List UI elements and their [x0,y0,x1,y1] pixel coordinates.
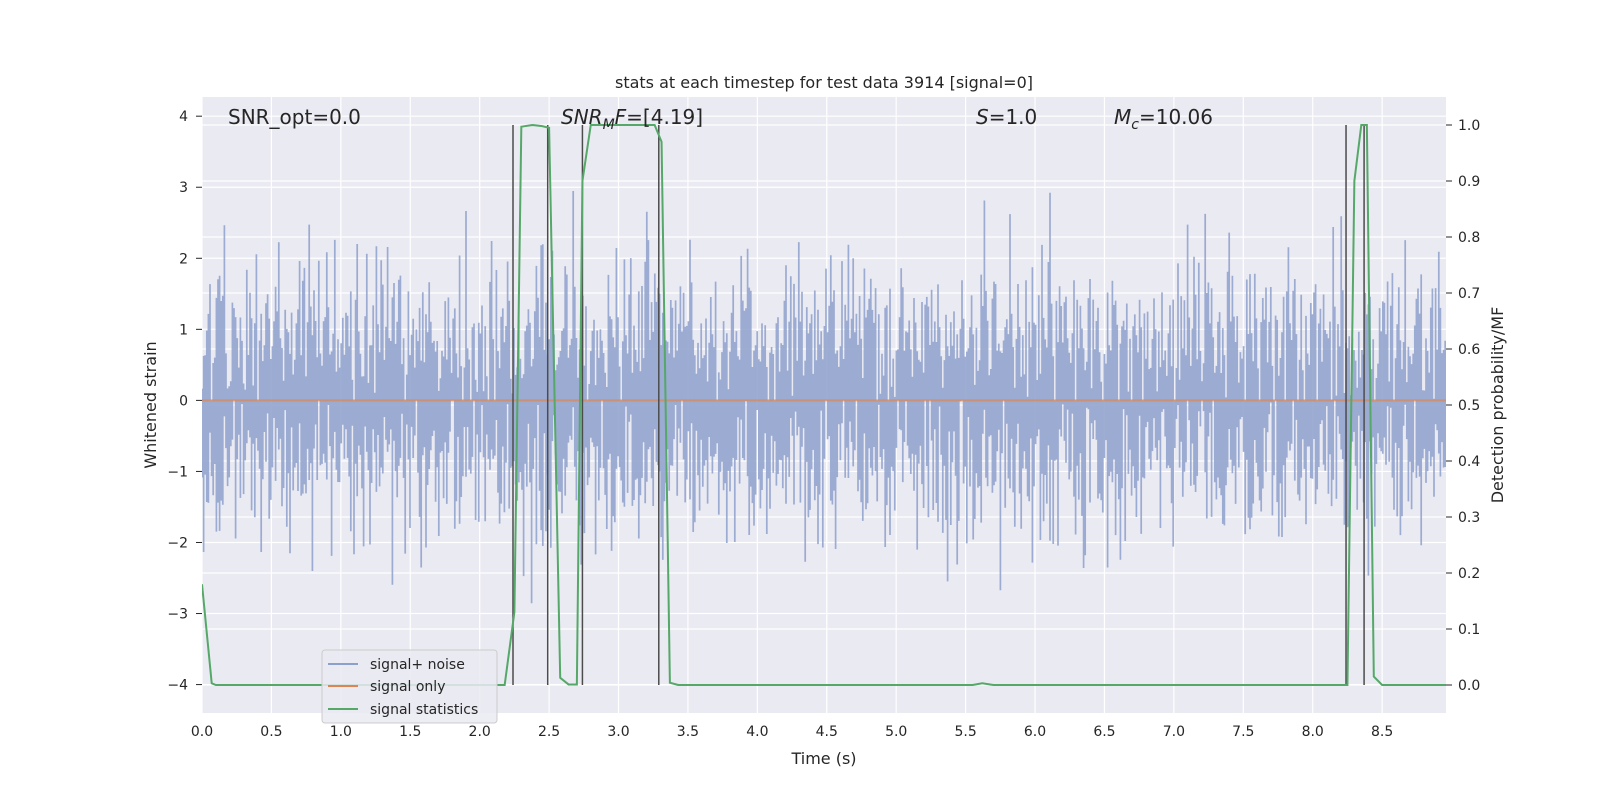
x-tick-label: 5.0 [885,724,907,740]
signal-statistics-line [202,123,1446,686]
x-tick-label: 0.5 [260,724,282,740]
y-right-tick-label: 0.2 [1458,566,1480,582]
annotation-mc-subscript: c [1131,117,1139,133]
x-tick-label: 3.0 [607,724,629,740]
x-tick-label: 8.0 [1302,724,1324,740]
annotation-snr-opt: SNR_opt=0.0 [228,105,361,129]
x-tick-label: 2.5 [538,724,560,740]
y-right-tick-label: 0.1 [1458,622,1480,638]
x-tick-label: 7.5 [1232,724,1254,740]
x-axis-label: Time (s) [790,749,856,768]
y-right-tick-label: 0.8 [1458,230,1480,246]
y-right-tick-label: 0.4 [1458,454,1480,470]
y-right-tick-label: 0.7 [1458,286,1480,302]
y-right-tick-label: 0.0 [1458,678,1480,694]
legend-label-signal-only: signal only [370,679,445,695]
x-tick-label: 3.5 [677,724,699,740]
y-right-tick-label: 0.9 [1458,174,1480,190]
annotation-snr-mf: SNRMF=[4.19] [561,105,703,133]
x-tick-label: 8.5 [1371,724,1393,740]
legend-label-signal-noise: signal+ noise [370,657,465,673]
x-tick-label: 2.0 [469,724,491,740]
y-right-tick-label: 0.6 [1458,342,1480,358]
chart-title: stats at each timestep for test data 391… [615,73,1033,92]
y-right-axis-label: Detection probability/MF [1488,307,1507,504]
legend: signal+ noise signal only signal statist… [321,649,498,724]
x-tick-label: 6.0 [1024,724,1046,740]
y-left-tick-label: 4 [179,109,188,125]
y-left-tick-label: 1 [179,322,188,338]
annotation-snr-mf-symbol: SNR [561,105,603,129]
annotation-snr-mf-value: =[4.19] [626,105,703,129]
annotation-mc-value: =10.06 [1139,105,1213,129]
y-left-tick-label: −2 [167,535,188,551]
x-tick-label: 4.0 [746,724,768,740]
annotation-s: S=1.0 [976,105,1037,129]
x-tick-label: 5.5 [954,724,976,740]
x-tick-label: 1.5 [399,724,421,740]
y-left-tick-label: −4 [167,678,188,694]
x-axis-ticks: 0.0 0.5 1.0 1.5 2.0 2.5 3.0 3.5 4.0 4.5 5.0 5.5 6.0 6… [191,724,1393,740]
annotation-s-symbol: S [976,105,989,129]
x-tick-label: 4.5 [816,724,838,740]
y-left-tick-label: 2 [179,251,188,267]
y-left-axis-ticks: 4 3 2 1 0 −1 −2 −3 −4 [167,109,202,694]
annotation-snr-mf-symbol-f: F [615,105,627,129]
y-left-tick-label: 3 [179,180,188,196]
annotation-mc-symbol: M [1114,105,1131,129]
x-tick-label: 6.5 [1093,724,1115,740]
annotation-s-value: =1.0 [989,105,1038,129]
annotation-mc: Mc=10.06 [1114,105,1213,133]
y-left-tick-label: 0 [179,393,188,409]
y-right-tick-label: 0.3 [1458,510,1480,526]
annotation-snr-mf-subscript: M [603,117,615,133]
y-left-tick-label: −1 [167,464,188,480]
x-tick-label: 7.0 [1163,724,1185,740]
y-right-tick-label: 0.5 [1458,398,1480,414]
x-tick-label: 0.0 [191,724,213,740]
y-right-tick-label: 1.0 [1458,118,1480,134]
x-tick-label: 1.0 [330,724,352,740]
y-left-axis-label: Whitened strain [141,341,160,468]
y-right-axis-ticks: 1.0 0.9 0.8 0.7 0.6 0.5 0.4 0.3 0.2 0.1 0.0 [1446,118,1480,694]
legend-label-signal-statistics: signal statistics [370,702,478,718]
legend-box [321,649,498,724]
y-left-tick-label: −3 [167,607,188,623]
series-signal-statistics [202,123,1446,686]
